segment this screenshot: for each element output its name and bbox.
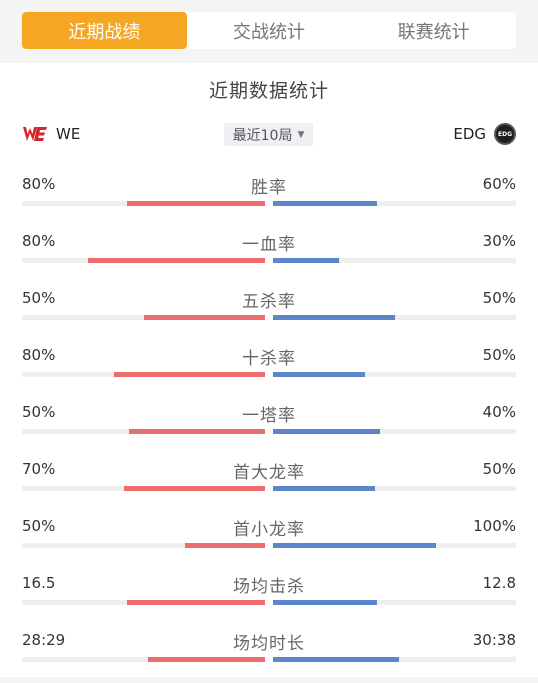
- stat-left-value: 50%: [22, 289, 56, 307]
- stat-left-bar: [126, 600, 265, 605]
- stat-right-value: 12.8: [482, 574, 516, 592]
- stat-right-track: [273, 600, 516, 605]
- stat-right-track: [273, 201, 516, 206]
- stat-right-track: [273, 258, 516, 263]
- stat-label: 十杀率: [242, 349, 296, 369]
- stat-right-bar: [273, 486, 376, 491]
- stat-right-value: 50%: [482, 346, 516, 364]
- stat-left-track: [22, 486, 265, 491]
- stat-row: 80% 十杀率 50%: [0, 346, 538, 386]
- stat-left-bar: [184, 543, 265, 548]
- stat-right-value: 60%: [482, 175, 516, 193]
- team-right-name: EDG: [453, 125, 486, 143]
- tab-bar: 近期战绩 交战统计 联赛统计: [22, 12, 516, 49]
- range-select-value: 最近10局: [232, 127, 293, 144]
- stat-left-bar: [143, 315, 265, 320]
- stat-right-bar: [273, 372, 366, 377]
- stat-left-track: [22, 429, 265, 434]
- stat-left-value: 80%: [22, 232, 56, 250]
- section-title: 近期数据统计: [208, 80, 329, 102]
- stat-right-bar: [273, 429, 380, 434]
- stat-right-value: 40%: [482, 403, 516, 421]
- stat-right-track: [273, 372, 516, 377]
- stat-left-bar: [114, 372, 265, 377]
- stat-row: 80% 胜率 60%: [0, 175, 538, 215]
- stat-label: 首小龙率: [233, 520, 305, 540]
- stat-left-track: [22, 543, 265, 548]
- stat-label: 场均时长: [233, 634, 305, 654]
- stat-right-bar: [273, 315, 395, 320]
- stat-label: 场均击杀: [233, 577, 305, 597]
- tab-recent-record[interactable]: 近期战绩: [22, 12, 187, 49]
- stat-right-bar: [273, 258, 339, 263]
- stats-panel: 近期数据统计 WE EDG EDG 最近10局 ▼ 80% 胜率 60% 80% 一血率…: [0, 63, 538, 677]
- stat-row: 28:29 场均时长 30:38: [0, 631, 538, 671]
- stat-left-track: [22, 258, 265, 263]
- team-right: EDG EDG: [453, 121, 516, 147]
- stat-left-track: [22, 315, 265, 320]
- stat-left-track: [22, 600, 265, 605]
- stat-label: 五杀率: [242, 292, 296, 312]
- stat-left-bar: [128, 429, 265, 434]
- stat-row: 16.5 场均击杀 12.8: [0, 574, 538, 614]
- caret-down-icon: ▼: [297, 129, 305, 140]
- stat-left-bar: [126, 201, 265, 206]
- stat-left-track: [22, 372, 265, 377]
- stat-left-track: [22, 201, 265, 206]
- stat-right-bar: [273, 657, 400, 662]
- stat-label: 首大龙率: [233, 463, 305, 483]
- stat-left-value: 80%: [22, 346, 56, 364]
- stat-right-bar: [273, 543, 436, 548]
- stat-left-bar: [124, 486, 265, 491]
- stat-right-value: 50%: [482, 289, 516, 307]
- stat-right-bar: [273, 600, 378, 605]
- stat-left-value: 80%: [22, 175, 56, 193]
- stat-right-value: 30:38: [472, 631, 516, 649]
- stat-right-track: [273, 657, 516, 662]
- stat-right-track: [273, 486, 516, 491]
- stat-label: 胜率: [251, 178, 287, 198]
- stat-left-track: [22, 657, 265, 662]
- stat-label: 一塔率: [242, 406, 296, 426]
- we-logo-icon: [23, 127, 47, 141]
- stat-right-value: 100%: [473, 517, 516, 535]
- stat-right-value: 50%: [482, 460, 516, 478]
- stat-right-value: 30%: [482, 232, 516, 250]
- stat-right-track: [273, 543, 516, 548]
- stat-right-track: [273, 315, 516, 320]
- stat-left-value: 70%: [22, 460, 56, 478]
- stat-left-value: 28:29: [22, 631, 66, 649]
- stat-left-value: 50%: [22, 517, 56, 535]
- stat-left-value: 16.5: [22, 574, 56, 592]
- team-header: WE EDG EDG: [0, 121, 538, 147]
- stat-left-value: 50%: [22, 403, 56, 421]
- edg-logo-icon: EDG: [494, 123, 516, 145]
- team-left: WE: [22, 121, 80, 147]
- stat-row: 50% 五杀率 50%: [0, 289, 538, 329]
- tab-head-to-head[interactable]: 交战统计: [233, 21, 305, 43]
- stat-row: 50% 首小龙率 100%: [0, 517, 538, 557]
- tab-league-stats[interactable]: 联赛统计: [397, 21, 470, 43]
- stat-row: 80% 一血率 30%: [0, 232, 538, 272]
- team-left-name: WE: [56, 125, 81, 143]
- range-select[interactable]: 最近10局 ▼: [224, 123, 313, 146]
- stat-row: 70% 首大龙率 50%: [0, 460, 538, 500]
- stat-left-bar: [87, 258, 265, 263]
- stat-left-bar: [148, 657, 265, 662]
- stat-right-bar: [273, 201, 378, 206]
- stat-right-track: [273, 429, 516, 434]
- stat-row: 50% 一塔率 40%: [0, 403, 538, 443]
- stat-label: 一血率: [242, 235, 296, 255]
